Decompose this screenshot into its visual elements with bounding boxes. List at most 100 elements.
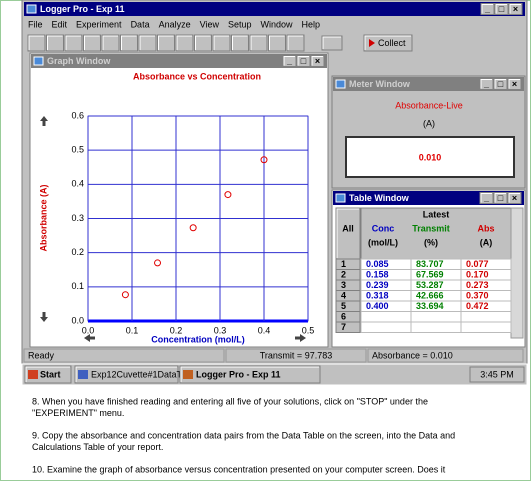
all-button[interactable] bbox=[335, 207, 361, 260]
graph-titlebar-button[interactable] bbox=[310, 55, 325, 67]
y-tick-label: 0.0 bbox=[71, 315, 84, 325]
row-number-cell bbox=[335, 279, 361, 291]
toolbar-icon[interactable] bbox=[138, 34, 157, 52]
y-tick-label: 0.1 bbox=[71, 281, 84, 291]
menu-item[interactable]: View bbox=[200, 19, 220, 29]
app-titlebar-glyph: □ bbox=[499, 4, 505, 14]
graph-titlebar-glyph: _ bbox=[286, 56, 293, 66]
taskbar-item[interactable] bbox=[74, 365, 179, 384]
meter-unit: (A) bbox=[423, 118, 435, 128]
meter-value: 0.010 bbox=[419, 152, 442, 162]
menu-item[interactable]: Experiment bbox=[76, 19, 122, 29]
toolbar-icon[interactable] bbox=[194, 34, 212, 52]
toolbar-icon[interactable] bbox=[321, 35, 343, 51]
table-value: 67.569 bbox=[416, 269, 444, 279]
toolbar-icon[interactable] bbox=[249, 34, 268, 52]
meter-titlebar-button[interactable] bbox=[493, 78, 508, 90]
row-number-cell bbox=[335, 290, 361, 302]
all-label[interactable]: All bbox=[342, 223, 354, 233]
toolbar-icon-highlight bbox=[158, 35, 174, 50]
meter-box bbox=[345, 136, 515, 178]
toolbar-icon[interactable] bbox=[46, 34, 64, 52]
toolbar-icon-highlight bbox=[121, 35, 137, 50]
toolbar-icon[interactable] bbox=[231, 34, 249, 52]
scroll-arrow[interactable] bbox=[40, 116, 48, 126]
data-point bbox=[260, 156, 268, 164]
scroll-arrow[interactable] bbox=[40, 312, 48, 322]
table-titlebar-button[interactable] bbox=[479, 192, 494, 204]
toolbar-icon[interactable] bbox=[175, 34, 194, 52]
menu-item[interactable]: Window bbox=[261, 19, 294, 29]
table-titlebar-button-highlight bbox=[494, 193, 506, 203]
y-tick-label: 0.6 bbox=[71, 110, 84, 120]
graph-titlebar-glyph: × bbox=[315, 56, 320, 66]
table-header bbox=[360, 207, 512, 260]
meter-titlebar-button[interactable] bbox=[507, 78, 522, 90]
collect-button[interactable] bbox=[363, 34, 413, 52]
toolbar-icon[interactable] bbox=[157, 34, 175, 52]
instruction-line: 10. Examine the graph of absorbance vers… bbox=[32, 464, 446, 474]
toolbar-icon[interactable] bbox=[64, 34, 83, 52]
y-axis-label: Absorbance (A) bbox=[38, 184, 48, 251]
toolbar-icon[interactable] bbox=[286, 34, 305, 52]
instruction-line: 8. When you have finished reading and en… bbox=[32, 396, 428, 406]
row-number: 3 bbox=[341, 280, 346, 290]
toolbar-icon[interactable] bbox=[120, 34, 138, 52]
menu-item[interactable]: File bbox=[28, 19, 43, 29]
x-axis-label: Concentration (mol/L) bbox=[151, 334, 245, 344]
toolbar-icon-highlight bbox=[322, 36, 341, 49]
graph-titlebar-button[interactable] bbox=[296, 55, 311, 67]
app-titlebar-button[interactable] bbox=[508, 3, 523, 15]
data-point bbox=[121, 291, 129, 299]
collect-button-highlight bbox=[364, 35, 411, 50]
table-titlebar bbox=[333, 191, 524, 205]
table-value: 53.287 bbox=[416, 280, 444, 290]
clock-panel bbox=[469, 366, 525, 383]
group-label: Latest bbox=[423, 209, 450, 219]
collect-label[interactable]: Collect bbox=[378, 38, 406, 48]
app-titlebar-button[interactable] bbox=[480, 3, 495, 15]
meter-titlebar-button[interactable] bbox=[479, 78, 494, 90]
scroll-arrow[interactable] bbox=[295, 334, 306, 342]
all-button-highlight bbox=[336, 208, 359, 258]
toolbar-icon[interactable] bbox=[83, 34, 101, 52]
toolbar-icon-highlight bbox=[65, 35, 81, 50]
menu-item[interactable]: Analyze bbox=[159, 19, 191, 29]
toolbar-icon-highlight bbox=[176, 35, 192, 50]
scroll-arrow[interactable] bbox=[84, 334, 95, 342]
toolbar-icon[interactable] bbox=[101, 34, 120, 52]
table-titlebar-button[interactable] bbox=[493, 192, 508, 204]
toolbar-icon-highlight bbox=[102, 35, 118, 50]
column-unit: (A) bbox=[480, 237, 493, 247]
x-tick-label: 0.2 bbox=[170, 325, 183, 335]
menu-item[interactable]: Data bbox=[131, 19, 150, 29]
status-text: Absorbance = 0.010 bbox=[372, 350, 453, 360]
taskbar-item[interactable] bbox=[179, 365, 321, 384]
app-titlebar-button[interactable] bbox=[494, 3, 509, 15]
graph-titlebar-button[interactable] bbox=[282, 55, 297, 67]
toolbar-icon[interactable] bbox=[212, 34, 231, 52]
meter-titlebar-button-highlight bbox=[508, 79, 520, 89]
taskbar-item-label[interactable]: Logger Pro - Exp 11 bbox=[196, 369, 281, 379]
menu-item[interactable]: Edit bbox=[52, 19, 68, 29]
table-titlebar-button[interactable] bbox=[507, 192, 522, 204]
toolbar-icon[interactable] bbox=[268, 34, 286, 52]
instruction-line: 9. Copy the absorbance and concentration… bbox=[32, 430, 455, 440]
menu-item[interactable]: Help bbox=[302, 19, 321, 29]
table-value: 0.239 bbox=[366, 280, 389, 290]
graph-titlebar-title: Graph Window bbox=[47, 56, 111, 66]
toolbar-icon[interactable] bbox=[27, 34, 46, 52]
status-panel bbox=[367, 348, 524, 363]
column-name: Abs bbox=[477, 223, 494, 233]
toolbar-icon-highlight bbox=[213, 35, 229, 50]
menu-item[interactable]: Setup bbox=[228, 19, 252, 29]
start-label[interactable]: Start bbox=[40, 369, 61, 379]
chart-title: Absorbance vs Concentration bbox=[133, 71, 261, 81]
data-point bbox=[224, 191, 232, 199]
taskbar-item-label[interactable]: Exp12Cuvette#1DataTabl... bbox=[91, 369, 201, 379]
app-titlebar-icon bbox=[26, 4, 37, 14]
row-number-cell bbox=[335, 258, 361, 270]
app-titlebar bbox=[24, 2, 525, 16]
meter-titlebar-glyph: × bbox=[512, 79, 517, 89]
meter-titlebar-glyph: □ bbox=[498, 79, 504, 89]
